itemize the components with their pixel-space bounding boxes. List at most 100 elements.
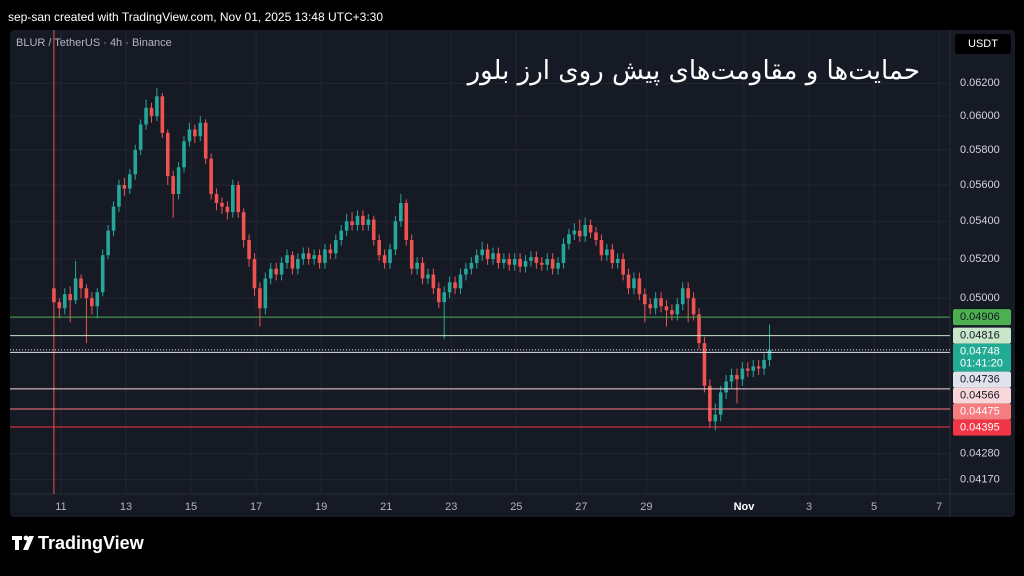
credit: sep-san created with TradingView.com, No… <box>8 10 383 24</box>
candle-body <box>588 225 593 233</box>
candle-body <box>409 239 414 269</box>
candle-body <box>377 239 381 256</box>
candle-body <box>539 262 544 265</box>
candle-body <box>306 253 311 260</box>
price-label: 01:41:20 <box>960 358 1003 370</box>
price-label: 0.04816 <box>960 330 1000 342</box>
candle-body <box>361 215 365 226</box>
candle-body <box>659 298 663 307</box>
candle-body <box>404 202 409 240</box>
y-tick-label: 0.06000 <box>960 110 1000 122</box>
candle-body <box>268 268 273 279</box>
candle-body <box>231 184 235 213</box>
candle-body <box>615 259 620 263</box>
x-tick-label: 19 <box>315 501 327 513</box>
candle-body <box>57 302 62 309</box>
candles <box>52 30 772 494</box>
y-tick-label: 0.04170 <box>960 473 1000 485</box>
x-tick-label: 11 <box>55 501 66 513</box>
x-tick-label: 25 <box>510 501 522 513</box>
candle-body <box>735 374 739 380</box>
candle-body <box>339 230 344 240</box>
candle-body <box>165 132 170 177</box>
candle-body <box>480 249 484 256</box>
candle-body <box>491 253 495 260</box>
candle-body <box>258 288 262 309</box>
candle-body <box>708 385 712 422</box>
candle-body <box>133 149 138 175</box>
candle-body <box>626 274 631 289</box>
candle-body <box>523 260 528 267</box>
price-label-box <box>953 327 1011 344</box>
y-tick-label: 0.05600 <box>960 179 1000 191</box>
candle-body <box>117 184 121 207</box>
candle-body <box>214 193 219 203</box>
candle-body <box>502 259 506 263</box>
candle-body <box>128 174 132 189</box>
candle-body <box>431 274 436 289</box>
candle-body <box>220 202 224 207</box>
candle-body <box>225 206 230 213</box>
candle-body <box>729 374 734 382</box>
candle-body <box>518 259 522 267</box>
candle-body <box>122 184 127 189</box>
candle-body <box>328 249 333 254</box>
candle-body <box>52 288 56 303</box>
candle-body <box>740 368 745 380</box>
candle-body <box>485 249 490 260</box>
price-label-box <box>953 343 1011 372</box>
candle-body <box>556 262 560 269</box>
y-tick-label: 0.06200 <box>960 77 1000 89</box>
candle-body <box>599 239 604 256</box>
price-label-box <box>953 371 1011 388</box>
x-tick-label: 21 <box>380 501 392 513</box>
candle-body <box>767 349 772 361</box>
brand-logo <box>12 535 34 550</box>
candle-body <box>84 288 89 299</box>
candle-body <box>751 366 756 371</box>
x-tick-label: 17 <box>250 501 262 513</box>
candle-body <box>144 107 148 125</box>
candle-body <box>469 262 474 269</box>
candle-body <box>426 274 430 279</box>
chart-panel <box>10 30 1015 517</box>
x-tick-label: Nov <box>734 501 756 513</box>
candle-body <box>371 219 376 240</box>
candle-body <box>447 282 452 293</box>
candle-body <box>534 257 539 263</box>
candle-body <box>323 249 327 263</box>
candle-body <box>382 255 387 263</box>
candle-body <box>577 230 582 237</box>
candle-body <box>691 298 696 315</box>
candle-body <box>550 259 555 269</box>
price-label: 0.04748 <box>960 346 1000 358</box>
candle-body <box>680 288 685 305</box>
candle-body <box>632 278 636 289</box>
candle-body <box>664 306 669 311</box>
currency-box <box>955 34 1011 54</box>
candle-body <box>100 255 105 293</box>
candle-body <box>62 294 67 309</box>
price-label-box <box>953 419 1011 436</box>
candle-body <box>138 124 143 150</box>
candle-body <box>648 304 653 309</box>
x-tick-label: 3 <box>806 501 812 513</box>
candle-body <box>68 294 72 301</box>
x-tick-label: 7 <box>936 501 942 513</box>
y-tick-label: 0.05200 <box>960 253 1000 265</box>
grid <box>10 30 950 494</box>
candle-body <box>567 234 571 244</box>
candle-body <box>610 249 615 263</box>
candle-body <box>583 225 587 237</box>
price-label: 0.04566 <box>960 390 1000 402</box>
candle-body <box>236 184 241 213</box>
price-label: 0.04395 <box>960 422 1000 434</box>
candle-body <box>176 167 181 194</box>
candle-body <box>95 292 100 307</box>
candle-body <box>745 368 750 371</box>
candle-body <box>702 343 707 386</box>
candle-body <box>545 259 550 265</box>
candle-body <box>718 392 723 415</box>
x-tick-label: 13 <box>120 501 132 513</box>
